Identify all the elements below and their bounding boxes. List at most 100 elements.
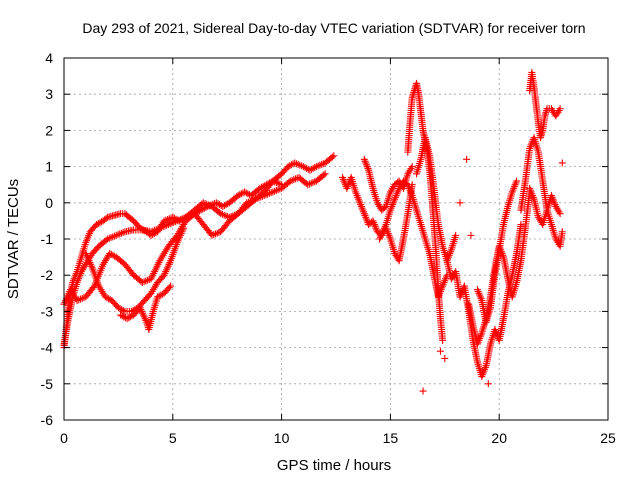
data-point bbox=[199, 199, 207, 207]
data-point bbox=[296, 161, 304, 169]
y-tick-label: -5 bbox=[41, 376, 54, 392]
data-point bbox=[320, 171, 328, 179]
data-point bbox=[517, 221, 525, 229]
y-tick-label: -2 bbox=[41, 267, 54, 283]
data-point bbox=[269, 188, 277, 196]
data-point bbox=[149, 227, 157, 235]
y-tick-label: -1 bbox=[41, 231, 54, 247]
data-point bbox=[278, 181, 286, 189]
data-point bbox=[210, 231, 218, 239]
x-tick-label: 5 bbox=[169, 430, 177, 446]
data-point bbox=[556, 210, 564, 218]
y-tick-label: 4 bbox=[45, 50, 53, 66]
data-point bbox=[110, 232, 118, 240]
data-point bbox=[102, 214, 110, 222]
data-point bbox=[328, 153, 336, 161]
data-point bbox=[216, 201, 224, 209]
data-point bbox=[244, 190, 252, 198]
data-point bbox=[142, 277, 150, 285]
data-point bbox=[237, 190, 245, 198]
data-point bbox=[556, 105, 564, 113]
data-point bbox=[222, 212, 230, 220]
data-point bbox=[274, 179, 282, 187]
data-point bbox=[243, 199, 251, 207]
x-tick-label: 15 bbox=[383, 430, 399, 446]
data-point bbox=[222, 201, 230, 209]
axis-ticks bbox=[63, 57, 609, 421]
data-point bbox=[89, 284, 97, 292]
data-point bbox=[213, 229, 221, 237]
data-point bbox=[271, 187, 279, 195]
y-tick-labels: -6 -5 -4 -3 -2 -1 0 1 2 3 4 bbox=[41, 50, 54, 428]
data-point bbox=[309, 179, 317, 187]
data-point bbox=[164, 215, 172, 223]
data-point bbox=[307, 179, 315, 187]
data-point bbox=[292, 160, 300, 168]
x-tick-labels: 0 5 10 15 20 25 bbox=[60, 430, 616, 446]
data-point bbox=[161, 222, 169, 230]
data-point bbox=[167, 282, 175, 290]
data-point bbox=[272, 179, 280, 187]
data-point bbox=[157, 223, 165, 231]
data-point bbox=[112, 231, 120, 239]
y-tick-label: 2 bbox=[45, 122, 53, 138]
data-point bbox=[140, 278, 148, 286]
data-point bbox=[151, 226, 159, 234]
data-point bbox=[218, 210, 226, 218]
data-point bbox=[96, 219, 104, 227]
data-point bbox=[105, 295, 113, 303]
data-point bbox=[165, 284, 173, 292]
y-tick-label: 3 bbox=[45, 86, 53, 102]
data-point bbox=[220, 211, 228, 219]
data-point bbox=[269, 177, 277, 185]
data-point bbox=[120, 313, 128, 321]
data-point bbox=[467, 231, 475, 239]
data-point bbox=[441, 354, 449, 362]
data-point bbox=[166, 220, 174, 228]
data-point bbox=[173, 217, 181, 225]
data-point bbox=[304, 181, 312, 189]
y-tick-label: 1 bbox=[45, 159, 53, 175]
data-point bbox=[126, 313, 134, 321]
data-point bbox=[144, 276, 152, 284]
data-point bbox=[290, 176, 298, 184]
data-point bbox=[558, 228, 566, 236]
data-point bbox=[104, 235, 112, 243]
data-point bbox=[201, 200, 209, 208]
data-point bbox=[217, 210, 225, 218]
data-point bbox=[318, 160, 326, 168]
data-point bbox=[276, 180, 284, 188]
data-point bbox=[154, 225, 162, 233]
x-tick-label: 20 bbox=[491, 430, 507, 446]
y-tick-label: -4 bbox=[41, 340, 54, 356]
x-tick-label: 25 bbox=[600, 430, 616, 446]
data-point bbox=[314, 162, 322, 170]
data-point bbox=[286, 177, 294, 185]
data-point bbox=[271, 178, 279, 186]
data-point bbox=[436, 347, 444, 355]
data-point bbox=[211, 230, 219, 238]
data-point bbox=[330, 152, 338, 160]
data-point bbox=[456, 199, 464, 207]
chart-title: Day 293 of 2021, Sidereal Day-to-day VTE… bbox=[82, 20, 585, 36]
x-tick-label: 0 bbox=[60, 430, 68, 446]
y-axis-label: SDTVAR / TECUs bbox=[5, 179, 22, 299]
data-point bbox=[159, 223, 167, 231]
data-point bbox=[311, 164, 319, 172]
data-point bbox=[245, 198, 253, 206]
y-tick-label: -6 bbox=[41, 412, 54, 428]
x-tick-label: 10 bbox=[274, 430, 290, 446]
data-point bbox=[78, 294, 86, 302]
y-tick-label: 0 bbox=[45, 195, 53, 211]
data-point bbox=[294, 160, 302, 168]
data-point bbox=[109, 233, 117, 241]
data-point bbox=[452, 231, 460, 239]
data-point bbox=[203, 200, 211, 208]
data-point bbox=[208, 231, 216, 239]
data-point bbox=[246, 197, 254, 205]
data-point bbox=[265, 189, 273, 197]
data-point bbox=[157, 291, 165, 299]
data-point bbox=[267, 189, 275, 197]
y-tick-label: -3 bbox=[41, 303, 54, 319]
data-point bbox=[558, 159, 566, 167]
